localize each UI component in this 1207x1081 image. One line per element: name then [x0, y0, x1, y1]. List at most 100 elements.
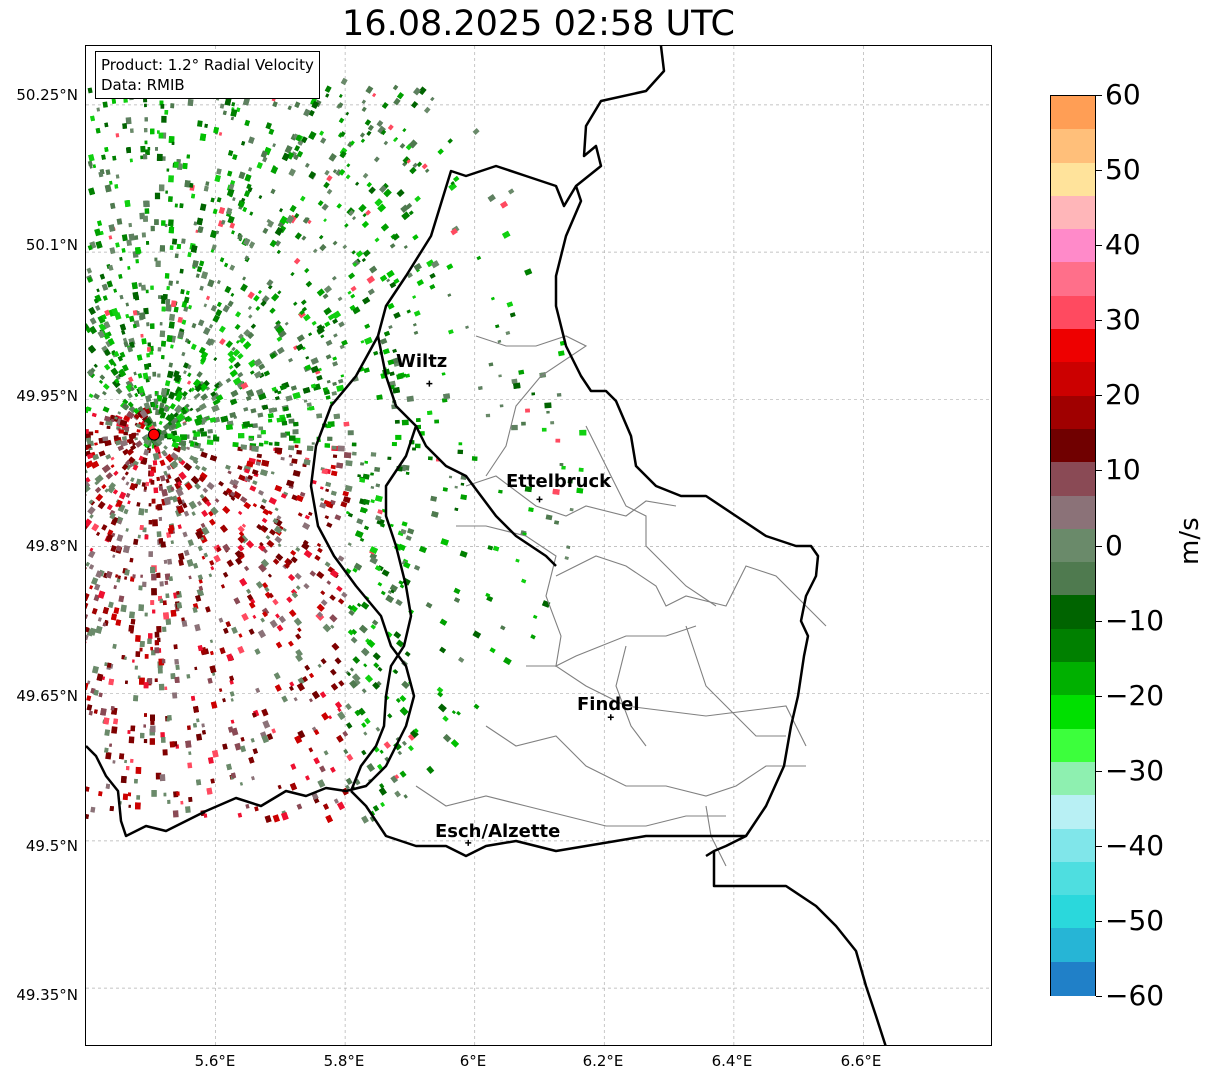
- canton-line: [555, 555, 827, 627]
- colorbar-segment: [1051, 928, 1095, 963]
- colorbar-tick-label: 0: [1105, 528, 1123, 562]
- colorbar-segment: [1051, 528, 1095, 563]
- lon-tick-label: 6°E: [459, 1052, 487, 1070]
- colorbar-segment: [1051, 861, 1095, 896]
- border-line: [350, 790, 746, 858]
- canton-boundaries: [415, 335, 827, 867]
- border-line: [376, 335, 557, 567]
- colorbar-tick-label: 30: [1105, 303, 1141, 337]
- border-line: [86, 46, 666, 838]
- canton-line: [585, 425, 717, 607]
- radar-map[interactable]: [85, 45, 992, 1046]
- colorbar-tick-label: −50: [1105, 903, 1165, 937]
- radar-echoes: [86, 71, 587, 824]
- lon-tick-label: 6.6°E: [840, 1052, 882, 1070]
- colorbar-segment: [1051, 795, 1095, 830]
- lat-tick-label: 49.65°N: [16, 687, 78, 705]
- colorbar-segment: [1051, 295, 1095, 330]
- colorbar-tick: [1096, 545, 1102, 547]
- colorbar-segment: [1051, 229, 1095, 264]
- canton-line: [615, 645, 647, 747]
- canton-line: [526, 665, 807, 747]
- lon-tick-label: 5.6°E: [194, 1052, 236, 1070]
- city-label-esch-alzette: Esch/Alzette: [435, 821, 561, 842]
- colorbar-tick-label: 50: [1105, 153, 1141, 187]
- border-line: [554, 185, 820, 858]
- canton-line: [415, 785, 726, 827]
- lat-tick-label: 49.95°N: [16, 387, 78, 405]
- colorbar-segment: [1051, 395, 1095, 430]
- city-label-findel: Findel: [577, 694, 640, 715]
- colorbar-tick: [1096, 245, 1102, 247]
- city-marker: [426, 380, 433, 387]
- colorbar-segment: [1051, 761, 1095, 796]
- colorbar-tick: [1096, 996, 1102, 997]
- colorbar-tick-label: −10: [1105, 603, 1165, 637]
- colorbar-tick: [1096, 920, 1102, 922]
- colorbar-segment: [1051, 195, 1095, 230]
- colorbar-tick-label: −30: [1105, 753, 1165, 787]
- velocity-colorbar: [1050, 95, 1096, 996]
- colorbar-tick: [1096, 170, 1102, 172]
- data-source-label: Data: RMIB: [101, 76, 185, 94]
- product-info-box: Product: 1.2° Radial Velocity Data: RMIB: [95, 51, 320, 99]
- colorbar-segment: [1051, 129, 1095, 164]
- lat-tick-label: 49.8°N: [25, 537, 78, 555]
- colorbar-segment: [1051, 895, 1095, 929]
- lat-tick-label: 49.35°N: [16, 986, 78, 1004]
- product-label: Product: 1.2° Radial Velocity: [101, 56, 314, 74]
- colorbar-tick: [1096, 470, 1102, 472]
- colorbar-tick: [1096, 770, 1102, 772]
- city-label-wiltz: Wiltz: [396, 351, 448, 372]
- lon-tick-label: 5.8°E: [323, 1052, 365, 1070]
- city-label-ettelbruck: Ettelbruck: [506, 471, 612, 492]
- city-marker: [536, 496, 543, 503]
- colorbar-segment: [1051, 262, 1095, 297]
- border-line: [712, 851, 887, 1045]
- colorbar-segment: [1051, 595, 1095, 630]
- colorbar-segment: [1051, 828, 1095, 863]
- colorbar-segment: [1051, 462, 1095, 497]
- colorbar-tick: [1096, 395, 1102, 397]
- colorbar-segment: [1051, 728, 1095, 763]
- lon-tick-label: 6.2°E: [582, 1052, 624, 1070]
- city-marker: [465, 839, 472, 846]
- colorbar-tick-label: −20: [1105, 678, 1165, 712]
- colorbar-tick: [1096, 320, 1102, 322]
- colorbar-segment: [1051, 162, 1095, 197]
- colorbar-segment: [1051, 96, 1095, 130]
- colorbar-segment: [1051, 961, 1095, 996]
- canton-line: [685, 625, 786, 737]
- colorbar-tick: [1096, 95, 1102, 96]
- colorbar-tick-label: −60: [1105, 979, 1165, 1012]
- canton-line: [456, 525, 697, 667]
- colorbar-tick: [1096, 695, 1102, 697]
- lat-tick-label: 49.5°N: [25, 837, 78, 855]
- border-line: [349, 425, 418, 792]
- lat-tick-label: 50.25°N: [16, 86, 78, 104]
- colorbar-segment: [1051, 428, 1095, 463]
- colorbar-tick-label: 10: [1105, 453, 1141, 487]
- colorbar-tick: [1096, 845, 1102, 847]
- colorbar-tick-label: 60: [1105, 78, 1141, 111]
- colorbar-tick: [1096, 620, 1102, 622]
- map-title: 16.08.2025 02:58 UTC: [342, 4, 735, 44]
- radar-site-marker: [148, 428, 161, 441]
- map-canvas: [86, 46, 991, 1045]
- colorbar-segment: [1051, 495, 1095, 530]
- country-border: [86, 46, 887, 1045]
- colorbar-tick-label: −40: [1105, 828, 1165, 862]
- colorbar-tick-label: 40: [1105, 228, 1141, 262]
- colorbar-segment: [1051, 662, 1095, 696]
- colorbar-unit-label: m/s: [1175, 517, 1205, 565]
- colorbar-segment: [1051, 695, 1095, 730]
- city-marker: [607, 714, 614, 721]
- canton-line: [485, 725, 806, 797]
- colorbar-tick-label: 20: [1105, 378, 1141, 412]
- lon-tick-label: 6.4°E: [711, 1052, 753, 1070]
- colorbar-segment: [1051, 362, 1095, 397]
- colorbar-segment: [1051, 628, 1095, 663]
- canton-line: [475, 335, 588, 477]
- canton-line: [465, 475, 677, 517]
- lat-tick-label: 50.1°N: [25, 236, 78, 254]
